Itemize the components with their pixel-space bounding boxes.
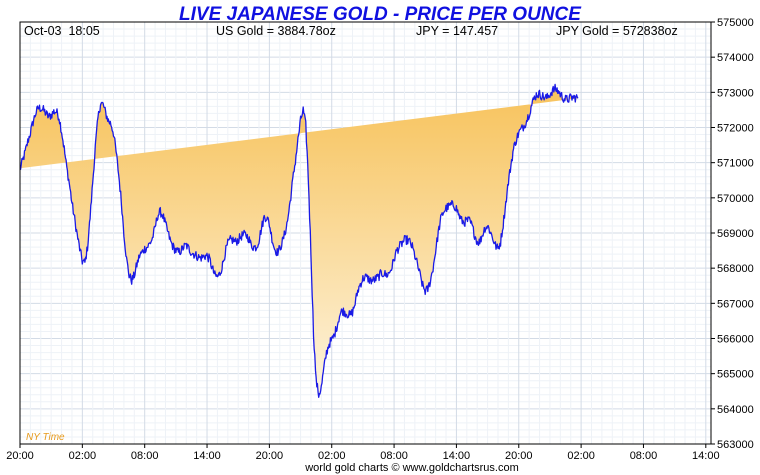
- y-tick-label: 575000: [717, 17, 754, 29]
- chart-title: LIVE JAPANESE GOLD - PRICE PER OUNCE: [179, 4, 582, 25]
- y-tick-label: 565000: [717, 369, 754, 381]
- x-tick-label: 08:00: [630, 450, 658, 462]
- x-tick-label: 08:00: [380, 450, 408, 462]
- x-tick-label: 20:00: [256, 450, 284, 462]
- y-tick-label: 574000: [717, 52, 754, 64]
- x-tick-label: 20:00: [505, 450, 533, 462]
- timezone-label: NY Time: [26, 432, 65, 443]
- y-tick-label: 571000: [717, 158, 754, 170]
- x-axis: 20:00 02:00 08:00 14:00 20:00 02:00 08:00 14:00…: [6, 444, 720, 462]
- y-tick-label: 569000: [717, 228, 754, 240]
- y-tick-label: 564000: [717, 404, 754, 416]
- footer-credit: world gold charts © www.goldchartsrus.co…: [304, 462, 519, 474]
- y-tick-label: 566000: [717, 334, 754, 346]
- x-tick-label: 20:00: [6, 450, 34, 462]
- y-tick-label: 570000: [717, 193, 754, 205]
- price-series-line: [19, 83, 579, 398]
- y-axis: 575000 574000 573000 572000 571000 570000 5690…: [711, 17, 754, 451]
- info-us-gold: US Gold = 3884.78oz: [216, 24, 336, 38]
- y-tick-label: 568000: [717, 263, 754, 275]
- x-tick-label: 14:00: [193, 450, 221, 462]
- x-tick-label: 14:00: [443, 450, 471, 462]
- info-jpy-gold: JPY Gold = 572838oz: [556, 24, 678, 38]
- x-tick-label: 08:00: [131, 450, 159, 462]
- x-tick-label: 14:00: [692, 450, 720, 462]
- price-area-fill: [20, 84, 578, 398]
- y-tick-label: 572000: [717, 123, 754, 135]
- x-tick-label: 02:00: [318, 450, 346, 462]
- y-tick-label: 563000: [717, 439, 754, 451]
- y-tick-label: 573000: [717, 87, 754, 99]
- x-tick-label: 02:00: [567, 450, 595, 462]
- info-datetime: Oct-03 18:05: [24, 24, 100, 38]
- y-tick-label: 567000: [717, 298, 754, 310]
- x-tick-label: 02:00: [69, 450, 97, 462]
- info-jpy-rate: JPY = 147.457: [416, 24, 498, 38]
